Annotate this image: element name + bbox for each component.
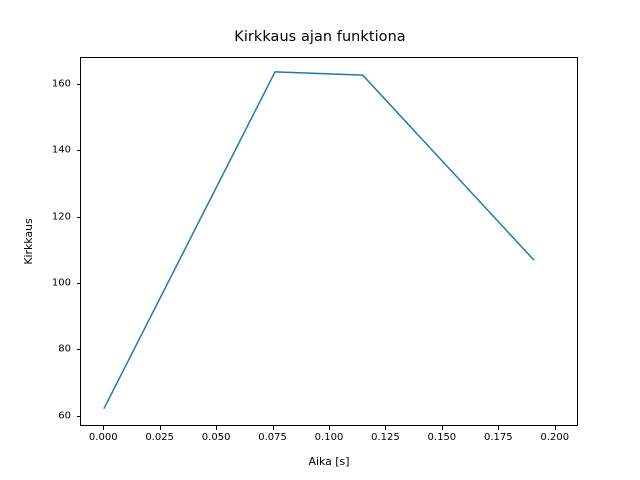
x-tick-mark — [329, 426, 330, 430]
x-tick-mark — [385, 426, 387, 430]
x-tick-mark — [216, 426, 218, 430]
x-tick-mark — [272, 426, 274, 430]
x-tick-mark — [498, 426, 500, 430]
y-axis-label: Kirkkaus — [22, 218, 35, 265]
y-tick-label: 100 — [51, 277, 71, 289]
x-tick-label: 0.050 — [201, 432, 231, 443]
y-tick-mark — [76, 150, 80, 152]
y-tick-mark — [76, 349, 80, 351]
x-tick-mark — [159, 426, 161, 430]
x-tick-label: 0.150 — [427, 432, 457, 443]
x-tick-mark — [103, 426, 105, 430]
chart-title: Kirkkaus ajan funktiona — [234, 29, 406, 45]
x-tick-label: 0.125 — [371, 432, 400, 443]
x-tick-label: 0.100 — [314, 432, 344, 443]
y-tick-mark — [76, 415, 80, 417]
y-tick-label: 140 — [51, 144, 71, 156]
data-line-canvas — [103, 71, 535, 409]
y-tick-label: 60 — [58, 410, 71, 422]
y-tick-label: 80 — [58, 343, 71, 355]
x-axis-label: Aika [s] — [308, 455, 350, 468]
data-series-line — [103, 71, 535, 409]
y-tick-label: 120 — [51, 211, 71, 223]
y-tick-label: 160 — [51, 78, 71, 90]
x-tick-mark — [441, 426, 443, 430]
y-tick-mark — [76, 283, 80, 285]
plot-axes-area — [80, 57, 578, 426]
x-tick-label: 0.025 — [145, 432, 175, 443]
x-tick-label: 0.175 — [483, 432, 513, 443]
y-tick-mark — [76, 216, 80, 218]
x-tick-label: 0.075 — [258, 432, 287, 443]
x-tick-label: 0.000 — [88, 432, 118, 443]
x-tick-label: 0.200 — [540, 432, 570, 443]
x-tick-mark — [554, 426, 556, 430]
y-tick-mark — [76, 84, 80, 86]
